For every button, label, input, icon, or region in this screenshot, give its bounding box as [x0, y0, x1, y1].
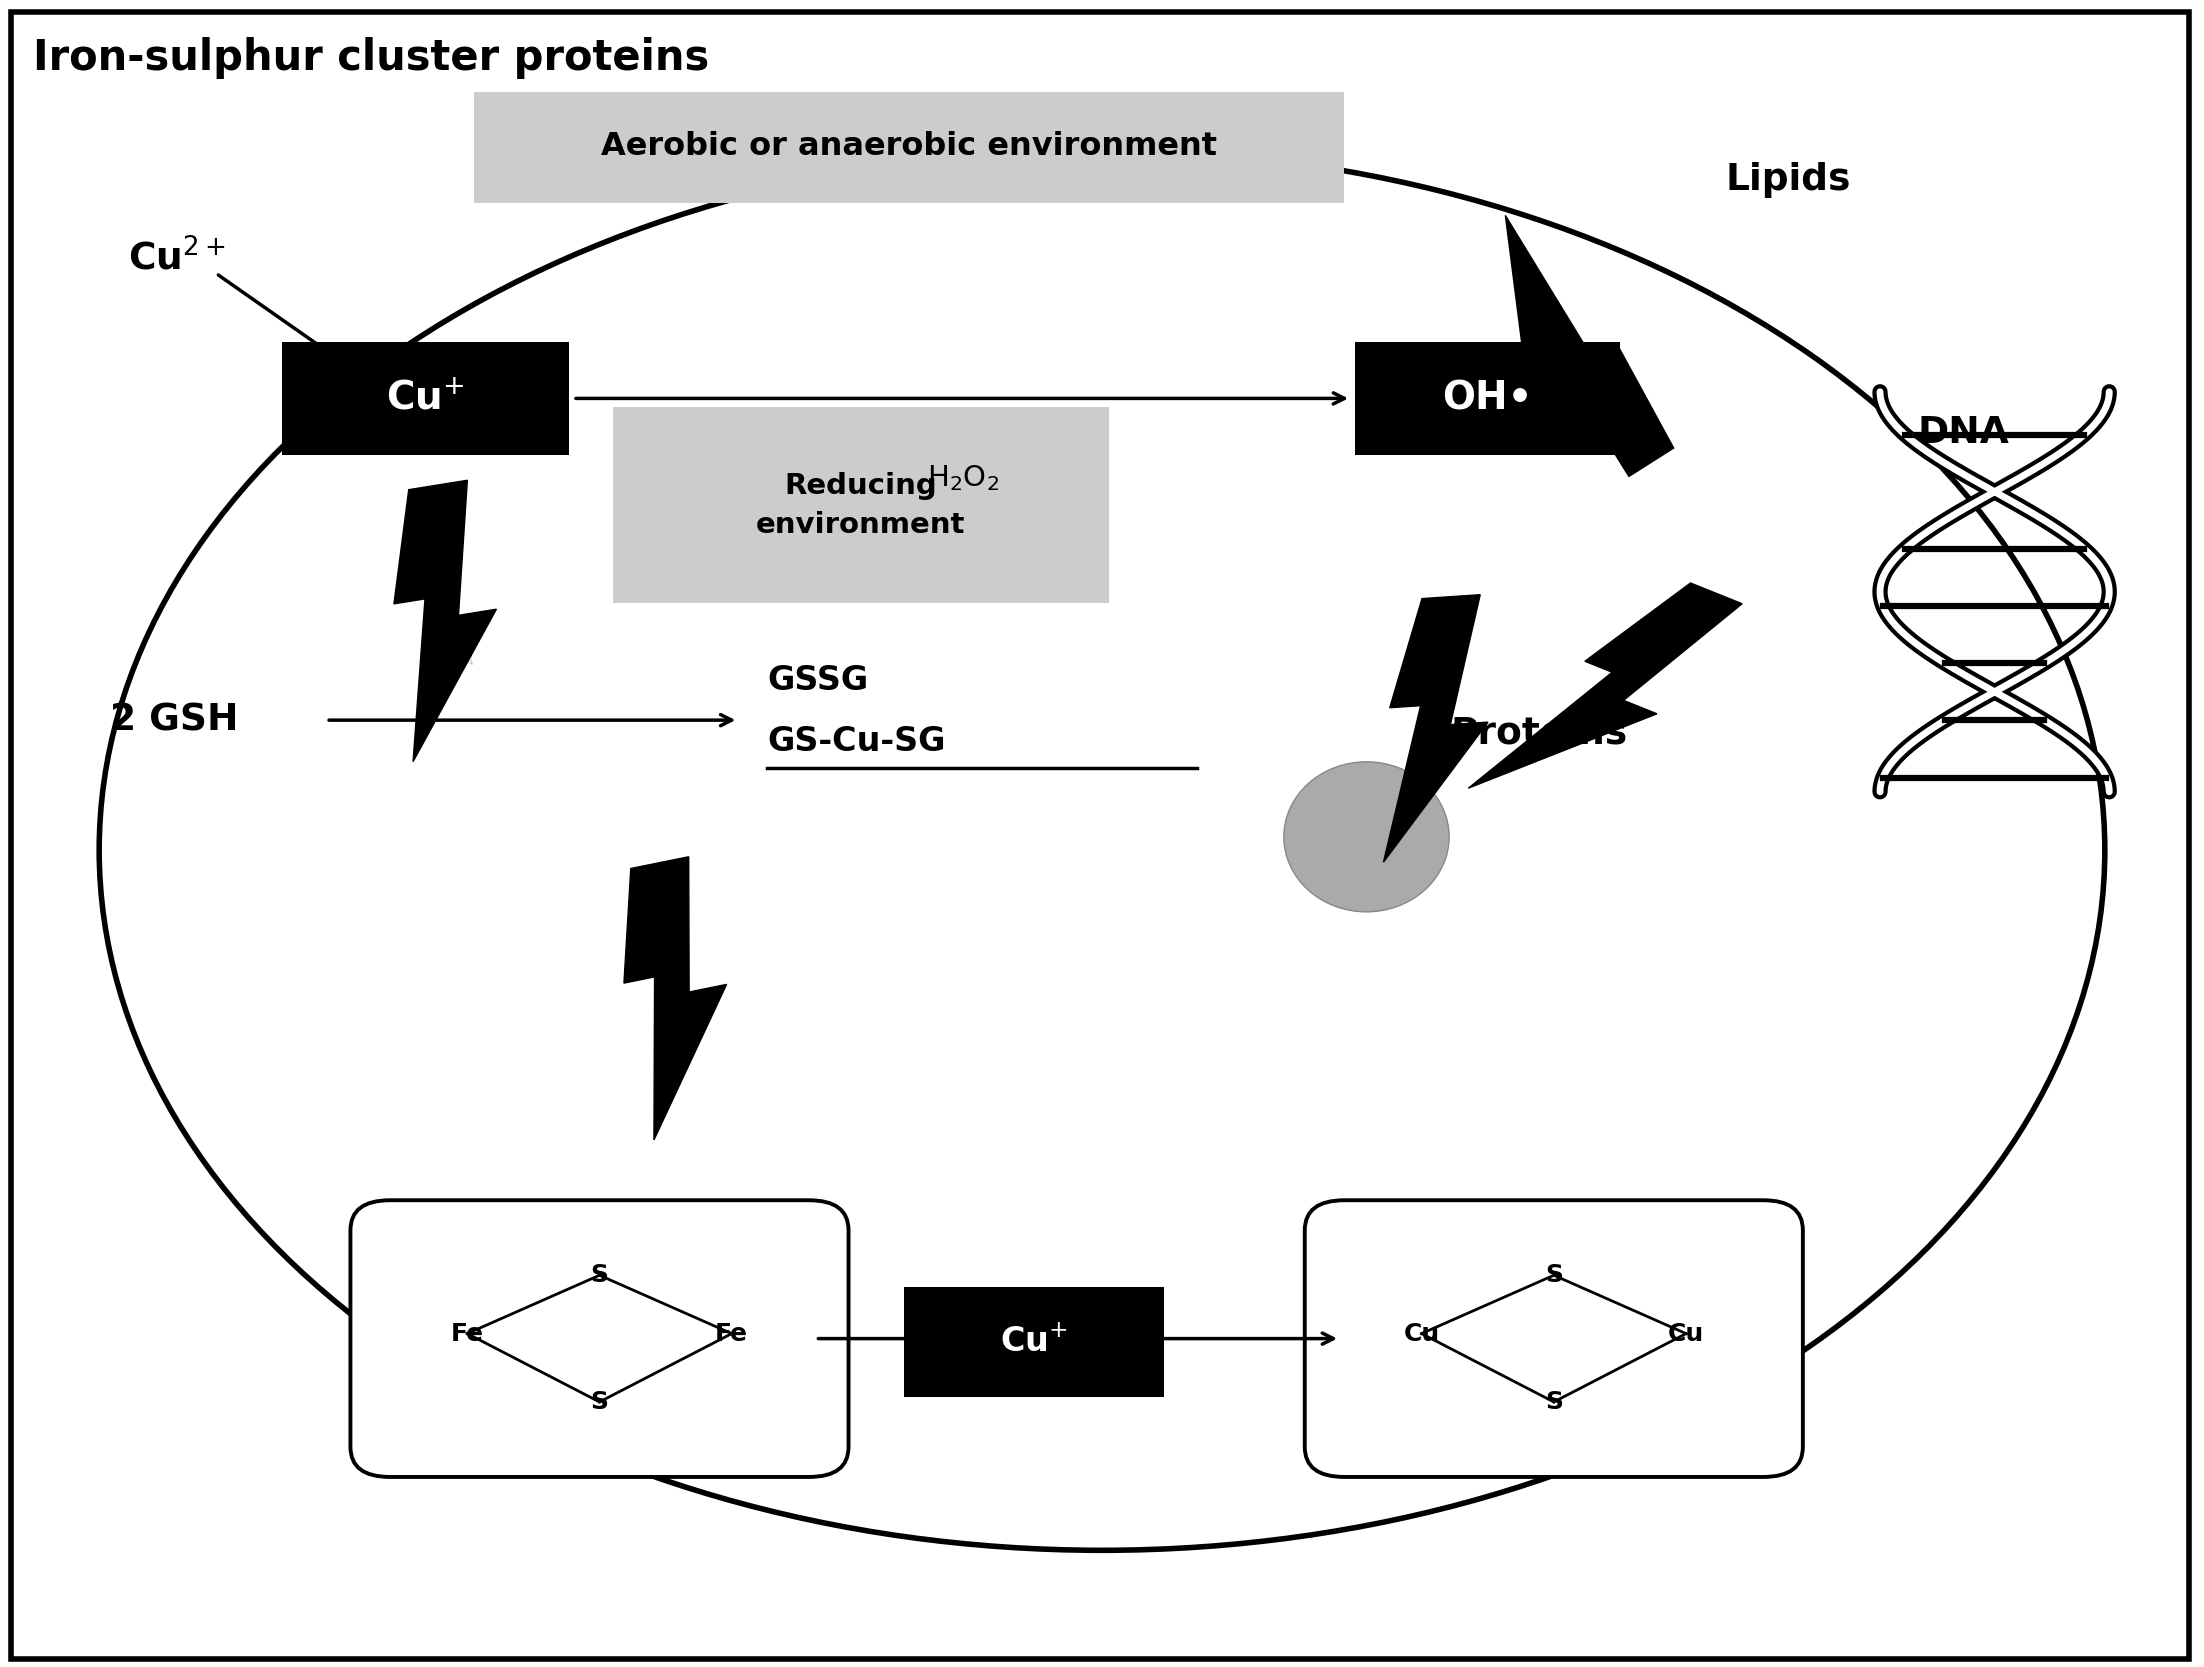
Polygon shape: [1505, 215, 1673, 477]
Text: Aerobic or anaerobic environment: Aerobic or anaerobic environment: [602, 132, 1217, 162]
Text: S: S: [1545, 1264, 1563, 1287]
FancyBboxPatch shape: [282, 342, 569, 455]
Polygon shape: [1384, 595, 1488, 862]
Text: GSSG: GSSG: [767, 663, 868, 697]
Ellipse shape: [1283, 762, 1450, 912]
Ellipse shape: [99, 150, 2105, 1550]
Text: Cu: Cu: [1668, 1322, 1704, 1345]
Text: S: S: [591, 1390, 608, 1414]
FancyBboxPatch shape: [1305, 1200, 1803, 1477]
FancyBboxPatch shape: [904, 1287, 1164, 1397]
Polygon shape: [624, 857, 727, 1140]
Text: DNA: DNA: [1917, 415, 2010, 452]
Text: Cu$^{2+}$: Cu$^{2+}$: [128, 238, 225, 278]
Text: S: S: [591, 1264, 608, 1287]
Text: OH•: OH•: [1441, 380, 1534, 417]
Text: Fe: Fe: [716, 1322, 747, 1345]
Polygon shape: [395, 480, 496, 762]
Text: Fe: Fe: [452, 1322, 483, 1345]
FancyBboxPatch shape: [350, 1200, 849, 1477]
FancyBboxPatch shape: [1355, 342, 1620, 455]
Text: Proteins: Proteins: [1450, 715, 1627, 752]
Text: GS-Cu-SG: GS-Cu-SG: [767, 725, 946, 758]
Polygon shape: [1468, 583, 1741, 788]
Text: Reducing
environment: Reducing environment: [756, 472, 965, 538]
Text: 2 GSH: 2 GSH: [110, 702, 238, 738]
Text: Cu$^{+}$: Cu$^{+}$: [386, 380, 465, 417]
Text: H$_2$O$_2$: H$_2$O$_2$: [928, 463, 998, 493]
Text: S: S: [1545, 1390, 1563, 1414]
Text: Cu$^{+}$: Cu$^{+}$: [1001, 1325, 1067, 1359]
FancyBboxPatch shape: [613, 407, 1109, 603]
Text: Lipids: Lipids: [1726, 162, 1851, 198]
Text: Iron-sulphur cluster proteins: Iron-sulphur cluster proteins: [33, 37, 710, 78]
Text: Cu: Cu: [1404, 1322, 1439, 1345]
FancyBboxPatch shape: [474, 92, 1344, 203]
